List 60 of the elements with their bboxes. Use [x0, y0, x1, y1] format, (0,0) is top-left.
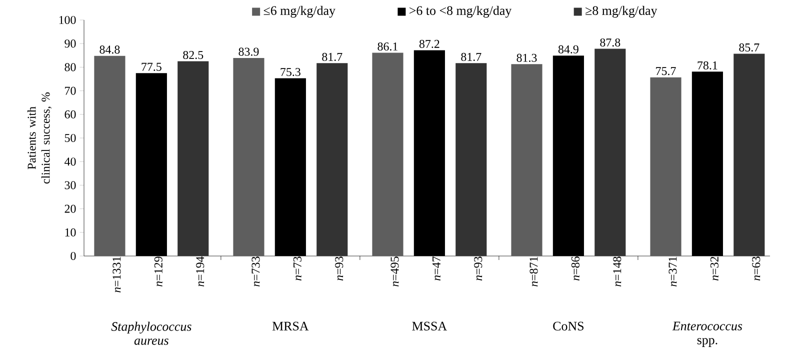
text: n=871 [530, 256, 538, 286]
legend-label: >6 to <8 mg/kg/day [410, 6, 512, 18]
y-tick-label: 10 [65, 228, 76, 236]
x-tick-label: Enterococcus spp. [672, 322, 742, 347]
bar [178, 61, 209, 256]
y-tick-label: 100 [59, 16, 76, 24]
data-label: 82.5 [183, 50, 204, 60]
data-label: 86.1 [378, 42, 398, 51]
text: n=194 [196, 256, 204, 286]
text: n=86 [571, 256, 580, 280]
bar [650, 77, 682, 256]
bar [94, 56, 126, 256]
data-label: 75.7 [656, 67, 676, 76]
y-tick-label: 30 [64, 181, 76, 190]
bar [734, 54, 765, 256]
data-label: 81.3 [516, 54, 537, 62]
bar [594, 48, 626, 256]
data-label: 85.7 [739, 43, 760, 52]
bar [511, 64, 542, 256]
data-label: 81.7 [322, 52, 342, 61]
y-tick-label: 50 [64, 134, 76, 142]
y-tick-label: 90 [64, 40, 76, 48]
bar [316, 63, 348, 256]
legend-label: ≤6 mg/kg/day [264, 6, 336, 18]
text: n=63 [752, 256, 760, 280]
data-label: 77.5 [142, 62, 162, 71]
x-tick-label: CoNS [553, 322, 584, 330]
x-tick-label: MRSA [272, 322, 309, 330]
text: n=148 [613, 256, 622, 286]
data-label: 81.7 [461, 52, 482, 61]
data-label: 75.3 [280, 68, 300, 76]
text: n=495 [390, 256, 399, 286]
bar [372, 52, 404, 256]
x-tick-label: Staphylococcus aureus [111, 322, 192, 345]
x-tick-label: MSSA [412, 322, 447, 330]
text: n=733 [252, 256, 260, 286]
y-tick-label: 0 [70, 252, 76, 260]
text: n=1331 [112, 256, 121, 292]
text: n=47 [432, 256, 440, 280]
text: n=73 [293, 256, 302, 280]
text: n=371 [668, 256, 677, 286]
data-label: 78.1 [698, 61, 718, 70]
text: n=93 [335, 256, 344, 280]
data-label: 83.9 [238, 48, 259, 56]
data-label: 87.8 [600, 38, 620, 47]
y-tick-label: 70 [65, 86, 76, 95]
bar [456, 63, 487, 256]
data-label: 84.9 [558, 45, 578, 54]
y-axis-title: Patients with clinical success, % [27, 92, 52, 184]
y-tick-label: 60 [64, 110, 76, 118]
data-label: 84.8 [100, 46, 120, 54]
legend-label: ≥8 mg/kg/day [586, 6, 658, 18]
y-tick-label: 40 [64, 158, 76, 166]
text: n=93 [474, 256, 482, 280]
text: n=129 [154, 256, 162, 286]
bar [233, 58, 264, 256]
data-label: 87.2 [419, 40, 440, 48]
y-tick-label: 80 [64, 63, 76, 72]
text: n=32 [710, 256, 718, 280]
y-tick-label: 20 [64, 204, 76, 213]
